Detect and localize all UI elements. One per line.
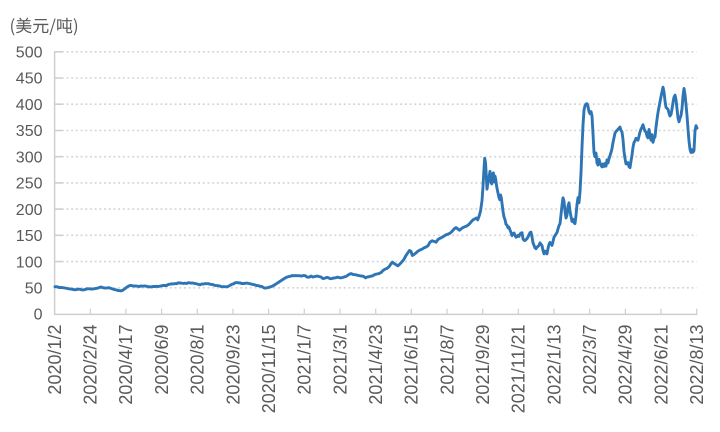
svg-text:300: 300 <box>16 149 43 166</box>
svg-text:350: 350 <box>16 123 43 140</box>
svg-text:2020/4/17: 2020/4/17 <box>116 325 136 405</box>
svg-text:2021/4/23: 2021/4/23 <box>366 325 386 405</box>
svg-text:2020/2/24: 2020/2/24 <box>81 325 101 405</box>
svg-text:2021/6/15: 2021/6/15 <box>402 325 422 405</box>
svg-text:150: 150 <box>16 228 43 245</box>
svg-text:500: 500 <box>16 45 43 62</box>
svg-text:450: 450 <box>16 71 43 88</box>
svg-text:2020/8/1: 2020/8/1 <box>188 325 208 395</box>
svg-text:2020/11/15: 2020/11/15 <box>259 325 279 414</box>
svg-text:2022/8/13: 2022/8/13 <box>687 325 707 405</box>
svg-text:2021/3/1: 2021/3/1 <box>330 325 350 395</box>
svg-text:2021/11/21: 2021/11/21 <box>509 325 529 414</box>
svg-text:2022/3/7: 2022/3/7 <box>580 325 600 395</box>
svg-text:50: 50 <box>25 281 43 298</box>
svg-text:2021/9/29: 2021/9/29 <box>473 325 493 405</box>
svg-text:2020/6/9: 2020/6/9 <box>152 325 172 395</box>
svg-text:2020/9/23: 2020/9/23 <box>223 325 243 405</box>
svg-text:100: 100 <box>16 254 43 271</box>
svg-text:2020/1/2: 2020/1/2 <box>45 325 65 395</box>
svg-text:2021/1/7: 2021/1/7 <box>295 325 315 395</box>
svg-text:200: 200 <box>16 202 43 219</box>
svg-text:2022/1/13: 2022/1/13 <box>544 325 564 405</box>
svg-text:0: 0 <box>34 307 43 324</box>
svg-text:2022/4/29: 2022/4/29 <box>616 325 636 405</box>
svg-text:2022/6/21: 2022/6/21 <box>651 325 671 405</box>
svg-text:250: 250 <box>16 176 43 193</box>
svg-text:400: 400 <box>16 97 43 114</box>
svg-text:2021/8/7: 2021/8/7 <box>437 325 457 395</box>
